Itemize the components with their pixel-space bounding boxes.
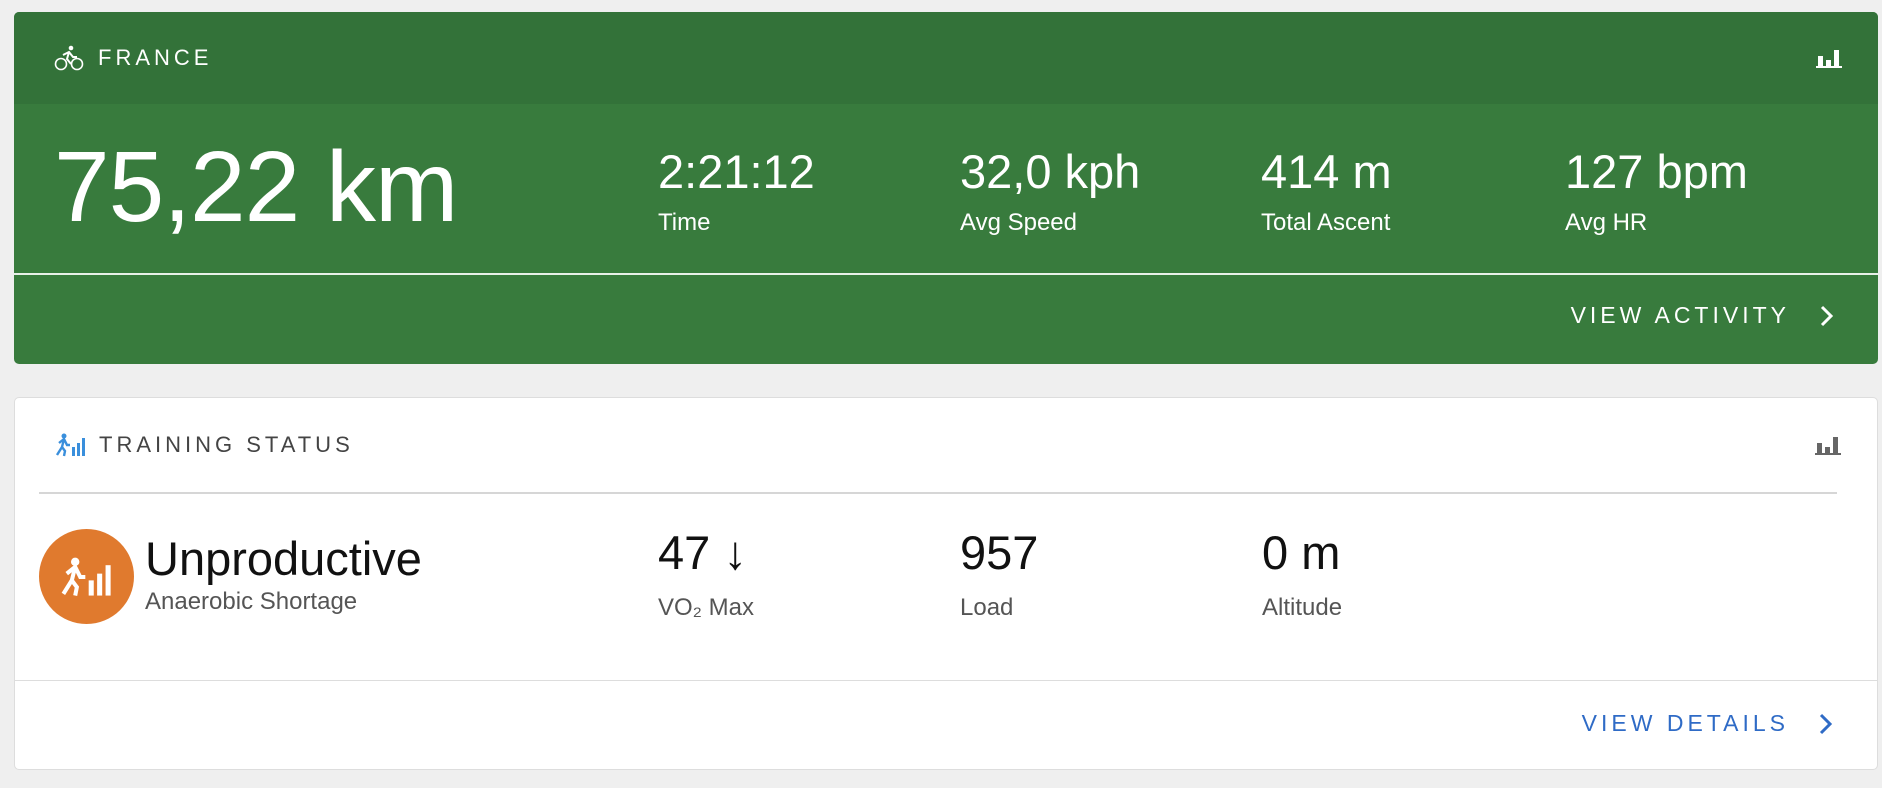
status-subtitle: Anaerobic Shortage: [145, 588, 358, 615]
stat-avg-hr: 127 bpm Avg HR: [1565, 148, 1748, 237]
view-details-link[interactable]: VIEW DETAILS: [1582, 710, 1833, 737]
stat-label: VO₂ Max: [658, 594, 754, 621]
stat-value: 2:21:12: [658, 145, 815, 198]
arrow-down-icon: ↓: [723, 526, 747, 579]
activity-title: FRANCE: [98, 45, 213, 70]
training-status-icon: [55, 433, 85, 457]
divider: [15, 680, 1877, 681]
stat-label: Avg Speed: [960, 209, 1077, 236]
training-status-icon: [61, 557, 111, 596]
bar-chart-icon[interactable]: [1815, 435, 1841, 455]
stat-value: 127 bpm: [1565, 145, 1748, 198]
stat-total-ascent: 414 m Total Ascent: [1261, 148, 1392, 237]
training-title: TRAINING STATUS: [99, 432, 354, 457]
stat-label: Altitude: [1262, 594, 1343, 621]
stat-avg-speed: 32,0 kph Avg Speed: [960, 148, 1140, 237]
stat-label: Time: [658, 209, 711, 236]
view-details-label: VIEW DETAILS: [1581, 710, 1789, 736]
view-activity-link[interactable]: VIEW ACTIVITY: [1571, 302, 1834, 329]
stat-label: Avg HR: [1565, 209, 1648, 236]
stat-time: 2:21:12 Time: [658, 148, 815, 237]
stat-vo2max: 47 ↓ VO₂ Max: [658, 529, 754, 622]
bar-chart-icon[interactable]: [1816, 48, 1842, 68]
activity-card: FRANCE 75,22 km 2:21:12 Time 32,0 kph Avg …: [14, 12, 1878, 364]
chevron-right-icon: [1819, 713, 1833, 734]
divider: [14, 273, 1878, 275]
stat-label: Total Ascent: [1261, 209, 1391, 236]
status-name: Unproductive: [145, 532, 422, 585]
stat-value: 47 ↓: [658, 529, 754, 576]
stat-load: 957 Load: [960, 529, 1038, 622]
training-header: TRAINING STATUS: [15, 398, 1877, 492]
distance-value: 75,22 km: [54, 131, 458, 243]
stat-value: 957: [960, 526, 1039, 579]
stat-value: 0 m: [1262, 526, 1341, 579]
training-status-card: TRAINING STATUS Unproductive Anaerobic S…: [14, 397, 1878, 770]
stat-value: 32,0 kph: [960, 145, 1141, 198]
stat-label: Load: [960, 594, 1014, 621]
chevron-right-icon: [1820, 305, 1834, 326]
activity-header: FRANCE: [14, 12, 1878, 104]
status-badge: [39, 529, 134, 624]
divider: [39, 492, 1837, 494]
vo2max-value: 47: [658, 526, 711, 579]
bicycle-icon: [54, 45, 84, 71]
stat-value: 414 m: [1261, 145, 1392, 198]
view-activity-label: VIEW ACTIVITY: [1570, 302, 1790, 328]
stat-altitude: 0 m Altitude: [1262, 529, 1342, 622]
